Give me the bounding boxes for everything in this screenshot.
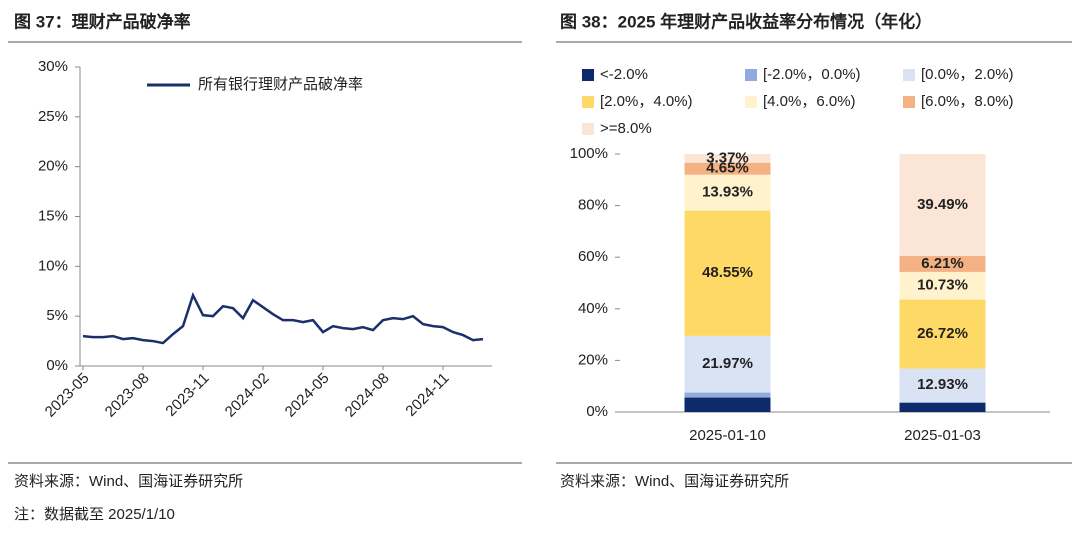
source: 资料来源：Wind、国海证券研究所 <box>560 473 789 490</box>
line <box>82 291 484 345</box>
legend-label: >=8.0% <box>600 120 652 137</box>
bar-segment <box>684 162 771 175</box>
bar-segment <box>899 402 986 412</box>
bar-segment <box>684 392 771 398</box>
x-tick-label: 2024-05 <box>282 370 333 421</box>
legend-label: [0.0%，2.0%) <box>921 66 1014 83</box>
data-label: 21.97% <box>702 355 753 372</box>
legend-label: [6.0%，8.0%) <box>921 93 1014 110</box>
y-tick-label: 0% <box>586 403 608 420</box>
bar-segment <box>899 255 986 272</box>
legend-label: <-2.0% <box>600 66 648 83</box>
figure-title: 图 37：理财产品破净率 <box>14 11 191 31</box>
y-tick-label: 20% <box>38 158 68 175</box>
x-tick-label: 2023-11 <box>162 370 212 420</box>
figure-title: 图 38：2025 年理财产品收益率分布情况（年化） <box>560 11 932 31</box>
bar-segment <box>899 271 986 300</box>
bar-segment <box>684 174 771 211</box>
data-label: 13.93% <box>702 184 753 201</box>
legend-label: 所有银行理财产品破净率 <box>198 76 363 93</box>
x-tick-label: 2025-01-03 <box>904 427 981 444</box>
data-label: 48.55% <box>702 264 753 281</box>
legend-swatch <box>903 96 915 108</box>
bar-segment <box>899 401 986 403</box>
y-tick-label: 5% <box>46 307 68 324</box>
bar-segment <box>684 397 771 412</box>
legend-swatch <box>745 69 757 81</box>
legend-swatch <box>903 69 915 81</box>
x-tick-label: 2024-08 <box>342 370 393 421</box>
data-label: 12.93% <box>917 376 968 393</box>
y-tick-label: 60% <box>578 248 608 265</box>
data-label: 10.73% <box>917 277 968 294</box>
x-tick-label: 2024-02 <box>222 370 273 421</box>
data-label: 3.37% <box>706 149 749 166</box>
bar-segment <box>899 154 986 256</box>
y-tick-label: 40% <box>578 300 608 317</box>
source: 资料来源：Wind、国海证券研究所 <box>14 473 243 490</box>
data-label: 26.72% <box>917 325 968 342</box>
legend-label: [2.0%，4.0%) <box>600 93 693 110</box>
legend-label: [4.0%，6.0%) <box>763 93 856 110</box>
bar-segment <box>899 299 986 369</box>
bar-segment <box>684 335 771 393</box>
bar-segment <box>684 210 771 336</box>
data-label: 6.21% <box>921 255 964 272</box>
y-tick-label: 80% <box>578 197 608 214</box>
y-tick-label: 25% <box>38 108 68 125</box>
legend-swatch <box>582 123 594 135</box>
y-tick-label: 100% <box>570 145 608 162</box>
legend-swatch <box>582 96 594 108</box>
legend-label: [-2.0%，0.0%) <box>763 66 861 83</box>
x-tick-label: 2024-11 <box>402 370 452 420</box>
data-label: 39.49% <box>917 196 968 213</box>
x-tick-label: 2025-01-10 <box>689 427 766 444</box>
note: 注：数据截至 2025/1/10 <box>14 506 175 523</box>
legend-swatch <box>745 96 757 108</box>
data-label: 4.65% <box>706 160 749 177</box>
bar-segment <box>684 154 771 163</box>
y-tick-label: 30% <box>38 58 68 75</box>
y-tick-label: 10% <box>38 257 68 274</box>
x-tick-label: 2023-05 <box>42 370 93 421</box>
legend-swatch <box>582 69 594 81</box>
bar-segment <box>899 368 986 402</box>
x-tick-label: 2023-08 <box>102 370 153 421</box>
y-tick-label: 0% <box>46 357 68 374</box>
y-tick-label: 15% <box>38 207 68 224</box>
y-tick-label: 20% <box>578 351 608 368</box>
